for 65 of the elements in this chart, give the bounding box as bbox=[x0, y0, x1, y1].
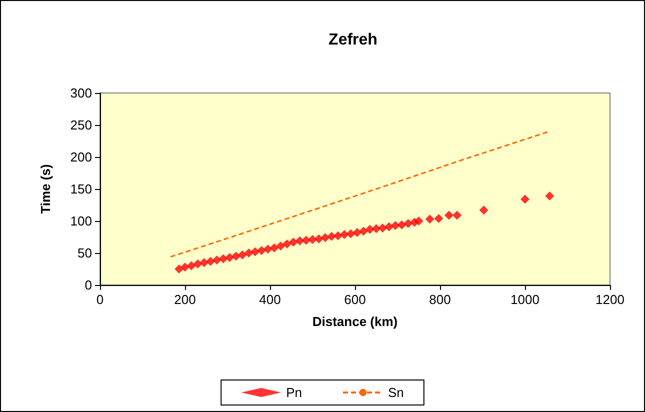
point bbox=[340, 230, 349, 239]
y-axis-title: Time (s) bbox=[38, 164, 53, 214]
point bbox=[425, 214, 434, 224]
point bbox=[238, 250, 247, 260]
point bbox=[434, 214, 444, 223]
point bbox=[346, 229, 356, 238]
y-tick-label: 100 bbox=[70, 214, 92, 228]
chart-title: Zefreh bbox=[328, 32, 378, 48]
point bbox=[180, 262, 190, 272]
point bbox=[320, 233, 330, 242]
point bbox=[295, 236, 304, 246]
point bbox=[193, 259, 202, 268]
x-axis-title: Distance (km) bbox=[312, 314, 398, 329]
point bbox=[232, 252, 240, 261]
point bbox=[225, 252, 234, 262]
point bbox=[414, 216, 424, 226]
point bbox=[378, 224, 388, 233]
x-tick-label: 1200 bbox=[596, 292, 624, 307]
point bbox=[314, 234, 324, 244]
point bbox=[276, 241, 286, 250]
point bbox=[365, 224, 374, 234]
point bbox=[218, 254, 228, 264]
point bbox=[263, 244, 272, 254]
legend-label: Sn bbox=[388, 385, 404, 400]
point bbox=[404, 219, 413, 228]
y-tick-label: 250 bbox=[70, 118, 92, 132]
point bbox=[479, 206, 488, 215]
point bbox=[334, 231, 342, 240]
point bbox=[200, 258, 209, 268]
point bbox=[372, 224, 381, 234]
point bbox=[257, 246, 266, 255]
point bbox=[270, 243, 279, 252]
point bbox=[206, 256, 215, 266]
point bbox=[288, 238, 298, 247]
x-tick-label: 200 bbox=[174, 292, 196, 307]
x-tick-label: 400 bbox=[259, 292, 281, 307]
point bbox=[352, 228, 362, 238]
point bbox=[244, 248, 254, 258]
line-series bbox=[170, 130, 550, 258]
point bbox=[250, 247, 260, 256]
y-tick-label: 50 bbox=[78, 246, 92, 260]
x-tick-label: 800 bbox=[429, 292, 451, 307]
x-tick-label: 0 bbox=[96, 292, 104, 307]
point bbox=[452, 210, 462, 220]
point bbox=[308, 235, 317, 244]
y-tick-label: 300 bbox=[70, 86, 92, 100]
point bbox=[384, 222, 394, 232]
point bbox=[390, 220, 400, 230]
point bbox=[397, 220, 406, 230]
point bbox=[212, 256, 222, 265]
point bbox=[186, 261, 196, 270]
point bbox=[282, 240, 292, 249]
y-tick-label: 150 bbox=[70, 182, 92, 196]
legend-label: Pn bbox=[286, 385, 302, 400]
point bbox=[359, 226, 368, 236]
y-tick-label: 200 bbox=[70, 150, 92, 164]
x-tick-label: 600 bbox=[344, 292, 366, 307]
point bbox=[174, 264, 184, 274]
point bbox=[302, 236, 311, 245]
point bbox=[520, 194, 530, 204]
point bbox=[444, 210, 454, 220]
y-tick-label: 0 bbox=[84, 278, 92, 292]
x-tick-label: 1000 bbox=[510, 292, 540, 307]
point bbox=[327, 232, 336, 241]
point bbox=[545, 192, 554, 201]
